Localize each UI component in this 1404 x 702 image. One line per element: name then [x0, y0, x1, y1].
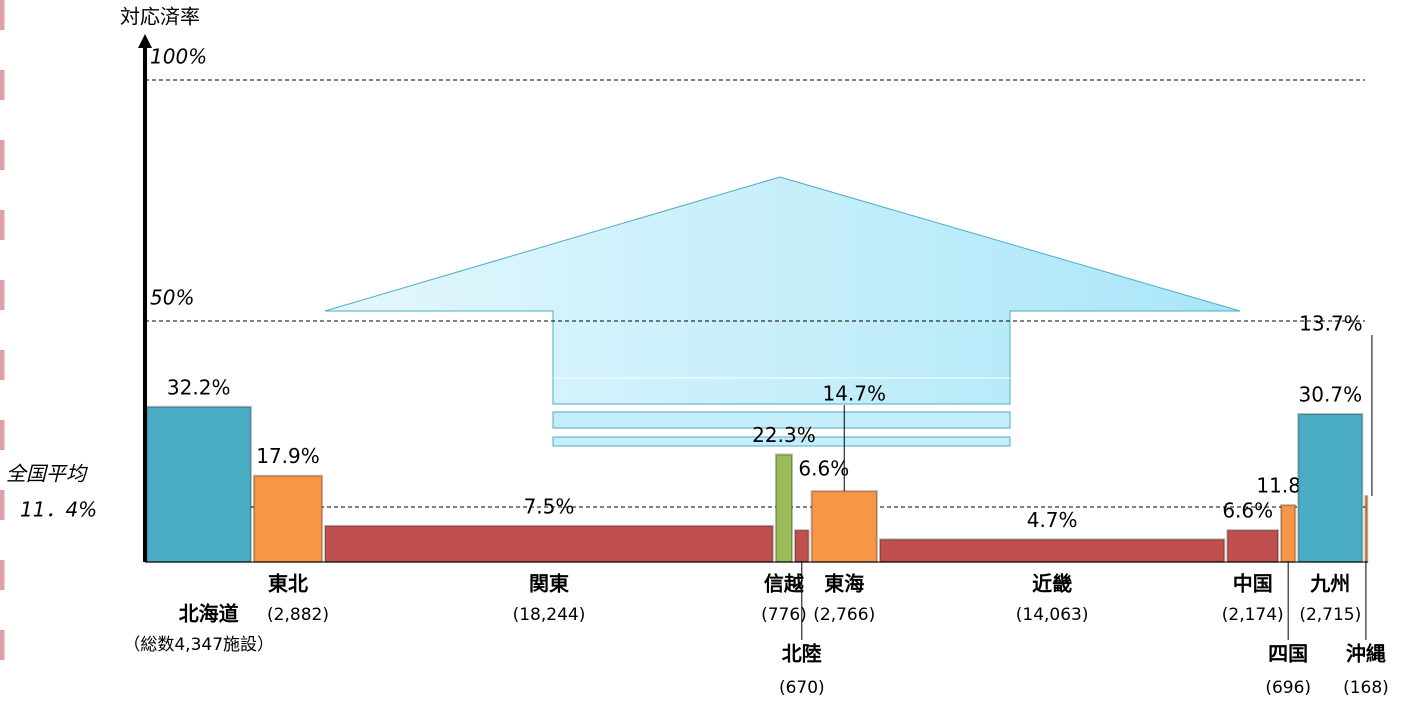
value-label: 6.6% [798, 457, 849, 481]
value-label: 30.7% [1299, 383, 1363, 407]
y-tick-label: 50% [150, 286, 194, 310]
bar [1364, 494, 1369, 563]
count-label: (2,882) [267, 605, 329, 625]
arrow-band [552, 436, 1011, 447]
bar [1226, 529, 1280, 563]
value-label: 14.7% [822, 382, 886, 406]
count-label: (2,766) [813, 605, 875, 625]
y-axis-label: 対応済率 [120, 5, 200, 29]
category-label: 関東 [529, 572, 569, 596]
arrow-band [552, 411, 1011, 429]
bar [324, 524, 774, 563]
category-label: 中国 [1233, 572, 1273, 596]
category-label: 信越 [764, 572, 805, 596]
category-label: 四国 [1268, 642, 1308, 666]
bar [252, 474, 324, 563]
count-label: (168) [1343, 678, 1389, 698]
value-label: 22.3% [752, 423, 816, 447]
count-label: (14,063) [1016, 605, 1089, 625]
bar [878, 538, 1226, 564]
count-label: (670) [779, 678, 825, 698]
value-label: 32.2% [167, 375, 231, 399]
count-label: (776) [761, 605, 807, 625]
y-axis-arrow [138, 34, 152, 48]
bar [145, 405, 252, 563]
category-label: 東海 [824, 572, 864, 596]
value-label: 13.7% [1299, 312, 1363, 336]
average-label: 11．4% [20, 498, 97, 522]
bar [774, 453, 794, 564]
category-label: 北海道 [179, 602, 239, 626]
average-name: 全国平均 [6, 462, 88, 486]
up-arrow [324, 176, 1241, 405]
count-label: (696) [1265, 678, 1311, 698]
count-label: (2,715) [1299, 605, 1361, 625]
count-label: (2,174) [1222, 605, 1284, 625]
value-label: 17.9% [256, 444, 320, 468]
value-label: 4.7% [1027, 508, 1078, 532]
count-label: （総数4,347施設） [123, 635, 274, 655]
value-label: 7.5% [524, 494, 575, 518]
category-label: 近畿 [1032, 572, 1072, 596]
category-label: 九州 [1309, 572, 1350, 596]
bar [1280, 504, 1297, 563]
count-label: (18,244) [513, 605, 586, 625]
category-label: 沖縄 [1346, 642, 1386, 666]
bar [1297, 413, 1364, 563]
bar [810, 490, 878, 563]
category-label: 北陸 [782, 642, 822, 666]
category-label: 東北 [268, 572, 308, 596]
bar [794, 529, 810, 563]
y-tick-label: 100% [150, 45, 207, 69]
value-label: 6.6% [1222, 499, 1273, 523]
